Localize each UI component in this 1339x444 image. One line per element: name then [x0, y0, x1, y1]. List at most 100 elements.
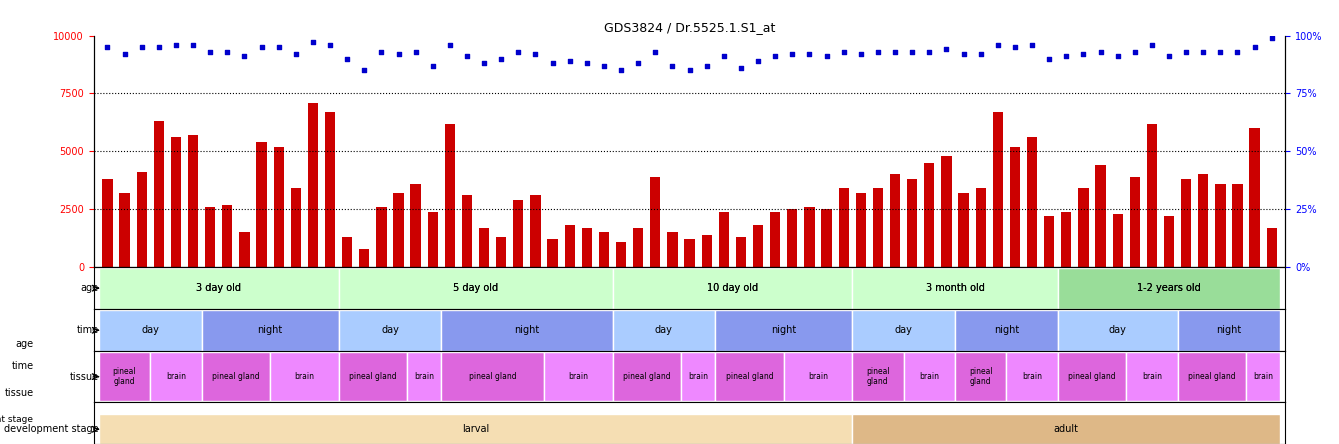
- Bar: [616, 242, 627, 267]
- Bar: [1177, 352, 1247, 401]
- Bar: [407, 352, 442, 401]
- Text: adult: adult: [1054, 424, 1079, 434]
- FancyBboxPatch shape: [99, 268, 339, 309]
- Bar: [753, 226, 763, 267]
- Bar: [1232, 184, 1243, 267]
- Point: [1004, 44, 1026, 51]
- Point: [1090, 48, 1111, 56]
- Text: brain: brain: [1022, 372, 1042, 381]
- Point: [353, 67, 375, 74]
- Text: 3 day old: 3 day old: [197, 283, 241, 293]
- Point: [217, 48, 238, 56]
- Point: [696, 62, 718, 69]
- Point: [1123, 48, 1145, 56]
- Bar: [202, 352, 270, 401]
- Text: brain: brain: [1253, 372, 1273, 381]
- Text: 5 day old: 5 day old: [453, 283, 498, 293]
- Point: [336, 55, 358, 62]
- FancyBboxPatch shape: [852, 268, 1058, 309]
- Bar: [1198, 174, 1208, 267]
- Bar: [1249, 128, 1260, 267]
- Bar: [442, 352, 544, 401]
- Bar: [325, 112, 335, 267]
- Bar: [852, 309, 955, 351]
- Bar: [682, 352, 715, 401]
- Bar: [1267, 228, 1277, 267]
- Bar: [1007, 352, 1058, 401]
- Bar: [702, 235, 712, 267]
- Point: [1209, 48, 1231, 56]
- Text: 5 day old: 5 day old: [453, 283, 498, 293]
- Point: [969, 51, 991, 58]
- Text: 1-2 years old: 1-2 years old: [1137, 283, 1201, 293]
- Point: [901, 48, 923, 56]
- Bar: [445, 123, 455, 267]
- Point: [628, 60, 649, 67]
- Point: [1022, 41, 1043, 48]
- Point: [319, 41, 340, 48]
- Text: time: time: [11, 361, 33, 371]
- Bar: [497, 237, 506, 267]
- Bar: [256, 142, 266, 267]
- Bar: [1027, 138, 1038, 267]
- Bar: [1010, 147, 1020, 267]
- Bar: [1164, 216, 1174, 267]
- FancyBboxPatch shape: [1058, 268, 1280, 309]
- Text: pineal
gland: pineal gland: [969, 367, 992, 386]
- Point: [131, 44, 153, 51]
- Point: [1244, 44, 1265, 51]
- Text: development stage: development stage: [0, 415, 33, 424]
- Bar: [873, 188, 882, 267]
- Bar: [1130, 177, 1139, 267]
- Title: GDS3824 / Dr.5525.1.S1_at: GDS3824 / Dr.5525.1.S1_at: [604, 21, 775, 34]
- Bar: [1177, 309, 1280, 351]
- Text: night: night: [514, 325, 540, 335]
- Point: [558, 57, 580, 64]
- Point: [782, 51, 803, 58]
- Text: brain: brain: [807, 372, 828, 381]
- Text: 3 month old: 3 month old: [925, 283, 984, 293]
- Point: [439, 41, 461, 48]
- Point: [149, 44, 170, 51]
- Bar: [856, 193, 866, 267]
- Point: [868, 48, 889, 56]
- Bar: [205, 207, 216, 267]
- Point: [747, 57, 769, 64]
- Bar: [941, 156, 952, 267]
- Bar: [805, 207, 814, 267]
- Text: development stage: development stage: [4, 424, 99, 434]
- Text: day: day: [1109, 325, 1126, 335]
- Bar: [339, 268, 612, 309]
- Bar: [1044, 216, 1054, 267]
- Bar: [394, 193, 403, 267]
- Text: night: night: [1216, 325, 1241, 335]
- Point: [371, 48, 392, 56]
- Bar: [955, 309, 1058, 351]
- Bar: [599, 232, 609, 267]
- Bar: [667, 232, 678, 267]
- Point: [457, 53, 478, 60]
- Bar: [852, 414, 1280, 444]
- Text: tissue: tissue: [4, 388, 33, 398]
- Bar: [715, 352, 783, 401]
- Bar: [1078, 188, 1089, 267]
- Bar: [612, 268, 852, 309]
- Point: [268, 44, 289, 51]
- Text: 3 day old: 3 day old: [197, 283, 241, 293]
- Text: brain: brain: [166, 372, 186, 381]
- Bar: [890, 174, 900, 267]
- Text: pineal gland: pineal gland: [1188, 372, 1236, 381]
- Bar: [339, 309, 442, 351]
- Text: pineal gland: pineal gland: [726, 372, 774, 381]
- Bar: [1058, 309, 1177, 351]
- Point: [303, 39, 324, 46]
- Point: [799, 51, 821, 58]
- Bar: [270, 352, 339, 401]
- Text: pineal gland: pineal gland: [1069, 372, 1115, 381]
- Bar: [150, 352, 202, 401]
- Text: tissue: tissue: [70, 372, 99, 382]
- Bar: [581, 228, 592, 267]
- Bar: [187, 135, 198, 267]
- FancyBboxPatch shape: [612, 268, 852, 309]
- Point: [422, 62, 443, 69]
